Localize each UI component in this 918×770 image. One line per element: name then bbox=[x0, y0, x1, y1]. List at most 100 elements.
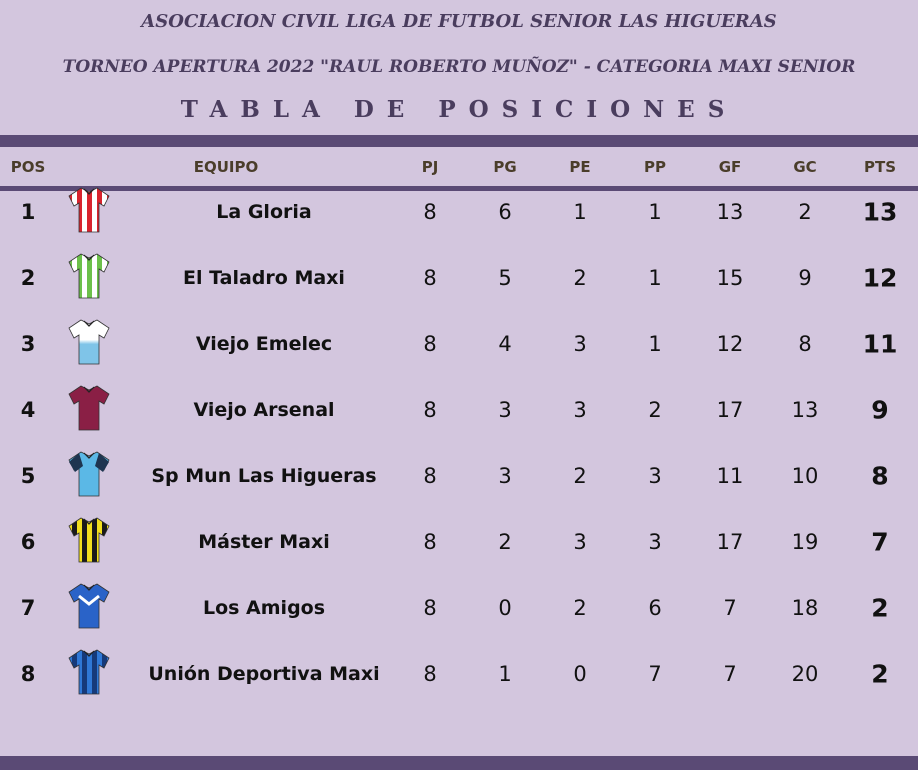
cell-pos: 8 bbox=[20, 662, 36, 686]
cell-gc: 13 bbox=[791, 398, 819, 422]
col-header-pe: PE bbox=[569, 158, 591, 176]
col-header-pos: POS bbox=[10, 158, 46, 176]
cell-pts: 2 bbox=[871, 593, 889, 623]
cell-pts: 9 bbox=[871, 395, 889, 425]
cell-gc: 9 bbox=[798, 266, 812, 290]
cell-team: Los Amigos bbox=[202, 597, 326, 619]
cell-pos: 4 bbox=[20, 398, 36, 422]
cell-gc: 19 bbox=[791, 530, 819, 554]
cell-pg: 1 bbox=[498, 662, 512, 686]
cell-pe: 2 bbox=[573, 596, 587, 620]
cell-pj: 8 bbox=[423, 200, 437, 224]
cell-pj: 8 bbox=[423, 332, 437, 356]
cell-team: Unión Deportiva Maxi bbox=[148, 663, 380, 685]
cell-gf: 15 bbox=[716, 266, 744, 290]
cell-gf: 17 bbox=[716, 398, 744, 422]
cell-pg: 6 bbox=[498, 200, 512, 224]
cell-pp: 7 bbox=[648, 662, 662, 686]
cell-gc: 18 bbox=[791, 596, 819, 620]
cell-pts: 2 bbox=[871, 659, 889, 689]
league-title: ASOCIACION CIVIL LIGA DE FUTBOL SENIOR L… bbox=[141, 11, 777, 32]
cell-pos: 6 bbox=[20, 530, 36, 554]
col-header-pp: PP bbox=[644, 158, 666, 176]
striped-green-white-shirt-icon bbox=[67, 252, 111, 304]
cell-pp: 2 bbox=[648, 398, 662, 422]
cell-pg: 3 bbox=[498, 464, 512, 488]
cell-pg: 5 bbox=[498, 266, 512, 290]
cell-pos: 7 bbox=[20, 596, 36, 620]
col-header-pts: PTS bbox=[863, 158, 897, 176]
cell-pts: 8 bbox=[871, 461, 889, 491]
cell-pe: 2 bbox=[573, 464, 587, 488]
table-row: 3 Viejo Emelec 8 4 3 1 12 8 11 bbox=[0, 311, 918, 377]
cell-pj: 8 bbox=[423, 464, 437, 488]
table-row: 7 Los Amigos 8 0 2 6 7 18 2 bbox=[0, 575, 918, 641]
cell-pe: 2 bbox=[573, 266, 587, 290]
cell-pe: 3 bbox=[573, 398, 587, 422]
col-header-gf: GF bbox=[718, 158, 742, 176]
cell-pg: 2 bbox=[498, 530, 512, 554]
cell-pj: 8 bbox=[423, 662, 437, 686]
cell-pp: 3 bbox=[648, 464, 662, 488]
cell-gf: 17 bbox=[716, 530, 744, 554]
cell-pj: 8 bbox=[423, 266, 437, 290]
cell-pts: 11 bbox=[862, 329, 898, 359]
cell-team: El Taladro Maxi bbox=[183, 267, 345, 289]
cell-gc: 2 bbox=[798, 200, 812, 224]
cell-pj: 8 bbox=[423, 530, 437, 554]
cell-pos: 1 bbox=[20, 200, 36, 224]
striped-yellow-black-shirt-icon bbox=[67, 516, 111, 568]
white-skyblue-shirt-icon bbox=[67, 318, 111, 370]
tournament-title: TORNEO APERTURA 2022 "RAUL ROBERTO MUÑOZ… bbox=[62, 57, 856, 77]
cell-team: Sp Mun Las Higueras bbox=[151, 465, 377, 487]
table-title: TABLA DE POSICIONES bbox=[180, 96, 738, 123]
table-row: 5 Sp Mun Las Higueras 8 3 2 3 11 10 8 bbox=[0, 443, 918, 509]
cell-pts: 7 bbox=[871, 527, 889, 557]
cell-team: Viejo Arsenal bbox=[193, 399, 335, 421]
cell-pe: 1 bbox=[573, 200, 587, 224]
header-top-divider bbox=[0, 135, 918, 147]
cell-pos: 5 bbox=[20, 464, 36, 488]
cell-pj: 8 bbox=[423, 398, 437, 422]
cell-gf: 12 bbox=[716, 332, 744, 356]
cell-gc: 8 bbox=[798, 332, 812, 356]
cell-pp: 3 bbox=[648, 530, 662, 554]
col-header-pg: PG bbox=[493, 158, 517, 176]
cell-pos: 2 bbox=[20, 266, 36, 290]
col-header-gc: GC bbox=[793, 158, 817, 176]
table-row: 4 Viejo Arsenal 8 3 3 2 17 13 9 bbox=[0, 377, 918, 443]
table-row: 8 Unión Deportiva Maxi 8 1 0 7 7 20 2 bbox=[0, 641, 918, 707]
cell-pe: 3 bbox=[573, 332, 587, 356]
cell-gf: 7 bbox=[723, 596, 737, 620]
cell-pts: 13 bbox=[862, 197, 898, 227]
cell-gc: 20 bbox=[791, 662, 819, 686]
cell-pp: 6 bbox=[648, 596, 662, 620]
blue-white-shirt-icon bbox=[67, 582, 111, 634]
table-row: 2 El Taladro Maxi 8 5 2 1 15 9 12 bbox=[0, 245, 918, 311]
cell-team: La Gloria bbox=[216, 201, 312, 223]
cell-pp: 1 bbox=[648, 266, 662, 290]
cell-pg: 0 bbox=[498, 596, 512, 620]
striped-red-white-shirt-icon bbox=[67, 186, 111, 238]
footer-divider bbox=[0, 756, 918, 770]
cell-pp: 1 bbox=[648, 200, 662, 224]
cell-pp: 1 bbox=[648, 332, 662, 356]
cell-pe: 0 bbox=[573, 662, 587, 686]
header-bottom-divider bbox=[0, 186, 918, 191]
cell-gf: 13 bbox=[716, 200, 744, 224]
cell-pts: 12 bbox=[862, 263, 898, 293]
cell-gc: 10 bbox=[791, 464, 819, 488]
striped-blue-navy-shirt-icon bbox=[67, 648, 111, 700]
cell-pg: 3 bbox=[498, 398, 512, 422]
cell-team: Máster Maxi bbox=[198, 531, 330, 553]
cell-pe: 3 bbox=[573, 530, 587, 554]
cell-gf: 11 bbox=[716, 464, 744, 488]
cell-pg: 4 bbox=[498, 332, 512, 356]
table-row: 1 La Gloria 8 6 1 1 13 2 13 bbox=[0, 179, 918, 245]
cell-gf: 7 bbox=[723, 662, 737, 686]
cell-team: Viejo Emelec bbox=[195, 333, 333, 355]
skyblue-navy-shirt-icon bbox=[67, 450, 111, 502]
maroon-shirt-icon bbox=[67, 384, 111, 436]
col-header-team: EQUIPO bbox=[193, 158, 259, 176]
cell-pos: 3 bbox=[20, 332, 36, 356]
